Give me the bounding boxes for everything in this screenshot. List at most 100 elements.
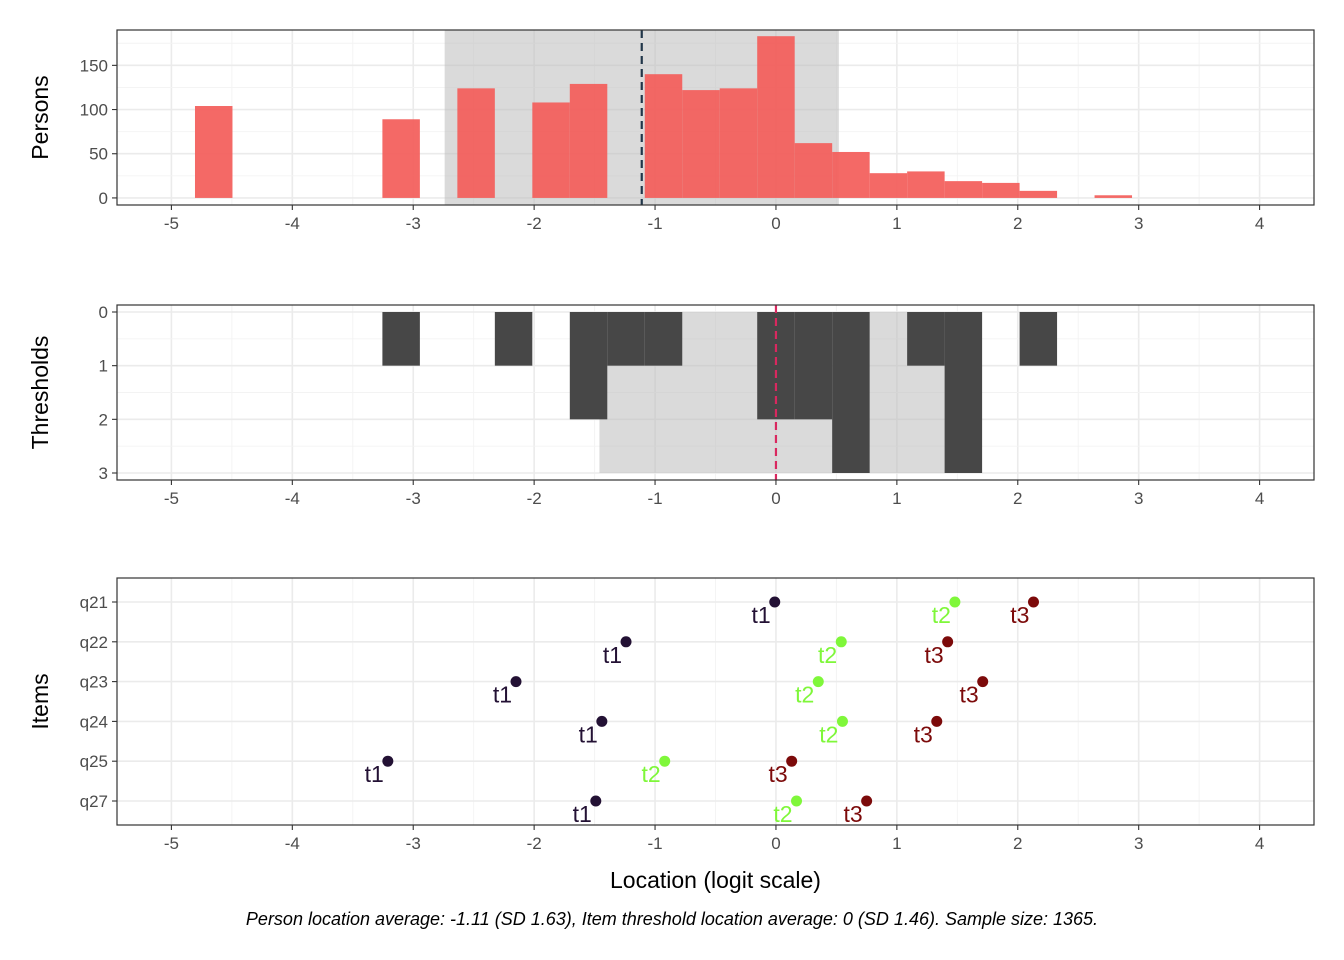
histogram-bar <box>569 312 608 420</box>
threshold-label-t1: t1 <box>573 801 592 827</box>
histogram-bar <box>944 181 983 198</box>
x-tick-label: -1 <box>647 489 662 508</box>
persons-y-axis: 0 50 100 150 <box>80 56 117 208</box>
x-tick-label: -5 <box>164 489 179 508</box>
histogram-bar <box>794 312 833 420</box>
histogram-bar <box>532 102 570 198</box>
threshold-point-t2 <box>812 676 824 688</box>
threshold-point-t2 <box>836 715 848 727</box>
x-tick-label: -2 <box>527 834 542 853</box>
threshold-label-t2: t2 <box>819 721 838 747</box>
items-panel-border <box>116 577 1315 826</box>
x-tick-label: 0 <box>771 489 780 508</box>
histogram-bar <box>1019 190 1058 198</box>
y-tick-label: q23 <box>80 673 108 692</box>
histogram-bar <box>457 88 495 198</box>
threshold-label-t2: t2 <box>795 682 814 708</box>
x-tick-label: 4 <box>1255 489 1264 508</box>
threshold-label-t1: t1 <box>603 642 622 668</box>
x-tick-label: -4 <box>285 214 300 233</box>
persons-histogram <box>194 36 1133 198</box>
thresholds-y-axis-label: Thresholds <box>27 336 53 450</box>
y-tick-label: 150 <box>80 56 108 75</box>
histogram-bar <box>832 151 870 198</box>
persons-panel-border <box>116 29 1315 206</box>
x-tick-label: -5 <box>164 834 179 853</box>
threshold-point-t3 <box>861 795 873 807</box>
x-tick-label: -1 <box>647 214 662 233</box>
threshold-label-t2: t2 <box>642 761 661 787</box>
persons-panel: -5 -4 -3 -2 -1 0 1 2 3 4 0 50 100 150 Persons <box>27 29 1315 233</box>
thresholds-histogram <box>382 312 1058 473</box>
x-tick-label: -3 <box>406 834 421 853</box>
histogram-bar <box>682 90 720 198</box>
histogram-bar <box>1019 312 1058 366</box>
y-tick-label: 0 <box>99 189 108 208</box>
threshold-point-t1 <box>590 795 602 807</box>
threshold-point-t3 <box>977 676 989 688</box>
threshold-label-t2: t2 <box>932 602 951 628</box>
threshold-label-t1: t1 <box>752 602 771 628</box>
x-tick-label: 3 <box>1134 834 1143 853</box>
items-x-axis: -5 -4 -3 -2 -1 0 1 2 3 4 <box>164 825 1264 853</box>
y-tick-label: 50 <box>89 145 108 164</box>
threshold-label-t3: t3 <box>1010 602 1029 628</box>
threshold-label-t3: t3 <box>843 801 862 827</box>
histogram-bar <box>832 312 870 473</box>
histogram-bar <box>944 312 983 473</box>
threshold-point-t1 <box>510 676 522 688</box>
histogram-bar <box>907 171 945 198</box>
histogram-bar <box>757 36 795 198</box>
items-y-axis: q21 q22 q23 q24 q25 q27 <box>80 593 117 811</box>
threshold-point-t1 <box>596 715 608 727</box>
x-tick-label: 3 <box>1134 489 1143 508</box>
threshold-point-t3 <box>942 636 954 648</box>
x-tick-label: -5 <box>164 214 179 233</box>
persons-y-axis-label: Persons <box>27 75 53 159</box>
threshold-point-t1 <box>620 636 632 648</box>
thresholds-y-axis: 0 1 2 3 <box>99 303 117 483</box>
y-tick-label: 3 <box>99 464 108 483</box>
threshold-point-t2 <box>949 596 961 608</box>
threshold-point-t2 <box>835 636 847 648</box>
x-tick-label: -3 <box>406 489 421 508</box>
x-tick-label: -4 <box>285 834 300 853</box>
items-y-axis-label: Items <box>27 673 53 729</box>
y-tick-label: 1 <box>99 357 108 376</box>
y-tick-label: 0 <box>99 303 108 322</box>
histogram-bar <box>569 83 608 198</box>
histogram-bar <box>794 143 833 198</box>
threshold-label-t3: t3 <box>924 642 943 668</box>
x-axis-title: Location (logit scale) <box>610 867 821 893</box>
x-tick-label: 1 <box>892 489 901 508</box>
x-tick-label: 1 <box>892 214 901 233</box>
histogram-bar <box>194 106 233 198</box>
threshold-point-t2 <box>791 795 803 807</box>
threshold-point-t3 <box>931 715 943 727</box>
x-tick-label: 4 <box>1255 214 1264 233</box>
x-tick-label: 2 <box>1013 834 1022 853</box>
y-tick-label: 100 <box>80 101 108 120</box>
histogram-bar <box>982 182 1020 198</box>
x-tick-label: -3 <box>406 214 421 233</box>
histogram-bar <box>644 312 683 366</box>
threshold-label-t3: t3 <box>914 721 933 747</box>
y-tick-label: q22 <box>80 633 108 652</box>
x-tick-label: 2 <box>1013 214 1022 233</box>
threshold-point-t2 <box>659 755 671 767</box>
y-tick-label: q21 <box>80 593 108 612</box>
histogram-bar <box>719 88 758 198</box>
y-tick-label: q25 <box>80 752 108 771</box>
x-tick-label: 0 <box>771 834 780 853</box>
items-gridlines <box>117 578 1314 825</box>
histogram-bar <box>869 173 908 198</box>
threshold-point-t1 <box>769 596 781 608</box>
y-tick-label: q27 <box>80 792 108 811</box>
threshold-label-t1: t1 <box>365 761 384 787</box>
histogram-bar <box>607 312 645 366</box>
histogram-bar <box>382 119 420 198</box>
y-tick-label: 2 <box>99 410 108 429</box>
